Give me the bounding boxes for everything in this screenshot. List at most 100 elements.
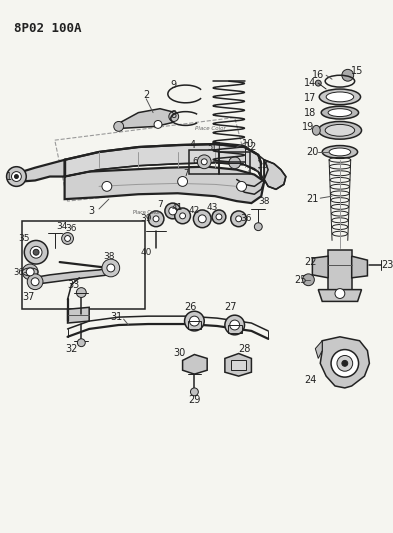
Circle shape [22, 264, 38, 280]
Text: 41: 41 [172, 204, 184, 213]
Circle shape [230, 320, 240, 330]
Circle shape [254, 223, 262, 231]
Circle shape [165, 203, 181, 219]
Text: 36-: 36- [13, 269, 27, 277]
Text: 7: 7 [157, 199, 163, 208]
Text: 3: 3 [88, 206, 94, 216]
Circle shape [107, 264, 115, 272]
Text: 21: 21 [306, 194, 319, 204]
Text: 15: 15 [351, 66, 364, 76]
Circle shape [169, 111, 179, 122]
Circle shape [30, 246, 42, 258]
Text: 23: 23 [381, 260, 393, 270]
Circle shape [216, 214, 222, 220]
Circle shape [191, 388, 198, 396]
Bar [228, 325, 242, 333]
Text: 7: 7 [183, 169, 188, 178]
Circle shape [180, 213, 185, 219]
Text: 36: 36 [66, 224, 77, 233]
Circle shape [197, 155, 211, 168]
Text: 16: 16 [312, 70, 324, 80]
Text: 11: 11 [211, 142, 223, 152]
Circle shape [27, 274, 43, 289]
Text: 35: 35 [18, 234, 30, 243]
Text: Place Color: Place Color [195, 126, 226, 131]
Circle shape [64, 236, 70, 241]
Circle shape [201, 159, 207, 165]
Text: 19: 19 [302, 123, 314, 132]
Circle shape [7, 167, 26, 187]
Circle shape [212, 210, 226, 224]
Circle shape [193, 210, 211, 228]
Ellipse shape [321, 106, 358, 119]
Text: 43: 43 [206, 204, 218, 213]
Ellipse shape [322, 146, 358, 158]
Text: 22: 22 [304, 257, 317, 267]
Ellipse shape [312, 125, 320, 135]
Polygon shape [68, 308, 89, 323]
Polygon shape [264, 160, 286, 189]
Circle shape [342, 69, 354, 81]
Text: 5: 5 [208, 142, 213, 151]
Text: 18: 18 [304, 108, 316, 118]
Text: 37: 37 [22, 293, 35, 302]
Circle shape [335, 289, 345, 298]
Text: 12: 12 [245, 142, 257, 152]
Circle shape [154, 120, 162, 128]
Ellipse shape [329, 148, 351, 156]
Text: 9: 9 [171, 80, 177, 90]
Circle shape [77, 339, 85, 346]
Circle shape [102, 181, 112, 191]
Circle shape [102, 259, 119, 277]
Circle shape [185, 311, 204, 331]
Text: 31: 31 [110, 312, 123, 322]
Text: 24: 24 [304, 375, 317, 385]
Circle shape [26, 268, 34, 276]
Circle shape [15, 175, 18, 179]
Text: 28: 28 [238, 344, 251, 353]
Ellipse shape [326, 92, 354, 102]
Polygon shape [183, 354, 207, 374]
Circle shape [169, 207, 177, 215]
Circle shape [31, 278, 39, 286]
Polygon shape [17, 160, 64, 181]
Bar [187, 321, 201, 329]
Polygon shape [117, 109, 176, 128]
Circle shape [148, 211, 164, 227]
Ellipse shape [318, 122, 362, 139]
Circle shape [76, 288, 86, 297]
Bar [22, 221, 145, 309]
Circle shape [11, 172, 21, 181]
Text: 33: 33 [67, 280, 79, 290]
Polygon shape [352, 256, 367, 278]
Circle shape [229, 157, 241, 168]
Circle shape [198, 215, 206, 223]
Circle shape [24, 240, 48, 264]
Text: 38: 38 [259, 197, 270, 206]
Circle shape [114, 122, 123, 131]
Text: 34: 34 [56, 222, 67, 231]
Text: 30: 30 [174, 348, 186, 358]
Text: Place Color: Place Color [132, 211, 160, 215]
Circle shape [33, 249, 39, 255]
Text: 42: 42 [189, 206, 200, 215]
Circle shape [315, 80, 321, 86]
Text: 36: 36 [241, 214, 252, 223]
Polygon shape [315, 341, 322, 358]
Text: 27: 27 [224, 302, 237, 312]
Polygon shape [225, 353, 252, 376]
Circle shape [225, 315, 244, 335]
Text: 10: 10 [242, 139, 255, 149]
Circle shape [303, 274, 314, 286]
Text: 25: 25 [294, 275, 307, 285]
Text: 26: 26 [184, 302, 196, 312]
Text: 4: 4 [189, 140, 195, 150]
Text: 1: 1 [6, 172, 12, 182]
Text: 40: 40 [141, 248, 152, 257]
Circle shape [175, 208, 191, 224]
Bar [219, 152, 250, 174]
Text: 6: 6 [193, 157, 198, 166]
Text: 8: 8 [171, 110, 177, 119]
Ellipse shape [325, 124, 354, 136]
Bar [328, 251, 352, 297]
